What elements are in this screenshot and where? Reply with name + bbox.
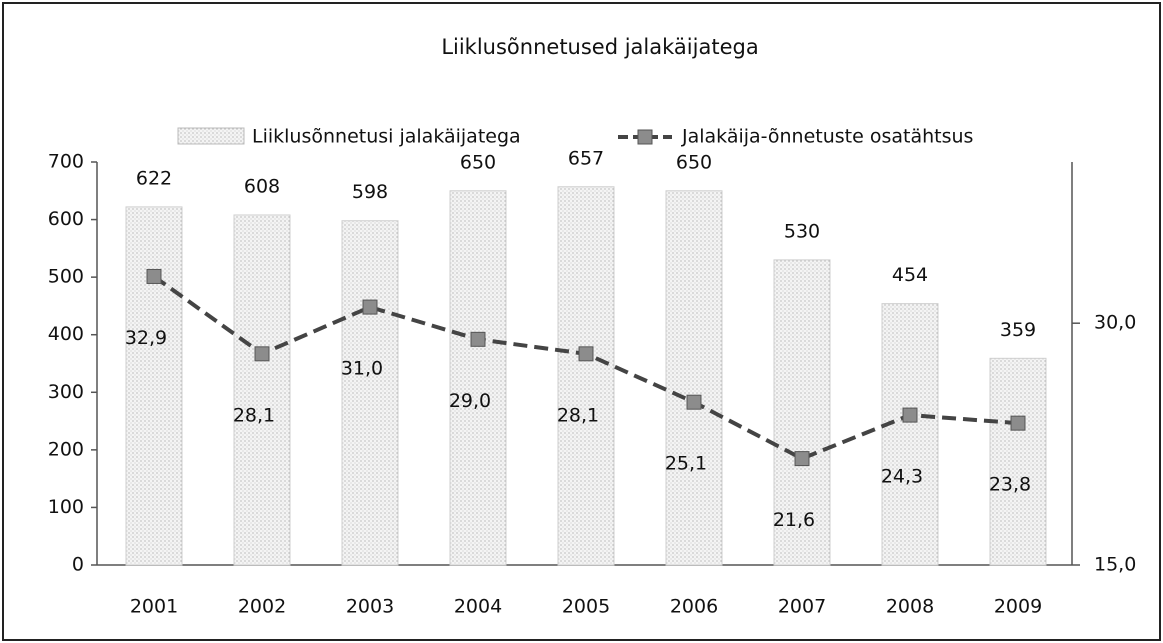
- bar-value-label: 454: [892, 264, 928, 286]
- bar-value-label: 657: [568, 147, 604, 169]
- line-value-label: 32,9: [125, 327, 167, 349]
- bar: [449, 190, 507, 566]
- line-marker: [362, 299, 378, 315]
- y-tick-label: 300: [48, 381, 84, 403]
- legend-label: Liiklusõnnetusi jalakäijatega: [252, 126, 521, 148]
- bar: [125, 206, 183, 566]
- bar-value-label: 530: [784, 220, 820, 242]
- line-marker: [902, 407, 918, 423]
- y-tick-label: 0: [72, 554, 84, 576]
- x-tick-label: 2005: [562, 596, 610, 618]
- y-tick-label: 700: [48, 151, 84, 173]
- bar-value-label: 608: [244, 175, 280, 197]
- line-value-label: 28,1: [233, 404, 275, 426]
- bar: [341, 220, 399, 566]
- y2-tick-label: 15,0: [1094, 554, 1136, 576]
- y2-tick-label: 30,0: [1094, 312, 1136, 334]
- line-marker: [794, 451, 810, 467]
- x-tick-label: 2002: [238, 596, 286, 618]
- legend-swatch: [177, 127, 245, 145]
- x-tick-label: 2007: [778, 596, 826, 618]
- line-marker: [686, 394, 702, 410]
- x-tick-label: 2006: [670, 596, 718, 618]
- y-tick-label: 500: [48, 266, 84, 288]
- bar: [665, 190, 723, 566]
- y-tick-label: 600: [48, 208, 84, 230]
- line-marker: [146, 268, 162, 284]
- y-tick-label: 200: [48, 438, 84, 460]
- y-tick-label: 400: [48, 323, 84, 345]
- line-marker: [1010, 415, 1026, 431]
- line-marker: [578, 346, 594, 362]
- line-marker: [470, 331, 486, 347]
- bar-value-label: 622: [136, 167, 172, 189]
- line-value-label: 24,3: [881, 466, 923, 488]
- x-tick-label: 2001: [130, 596, 178, 618]
- legend-marker: [637, 129, 653, 145]
- bar: [989, 357, 1047, 566]
- line-value-label: 31,0: [341, 358, 383, 380]
- line-value-label: 29,0: [449, 390, 491, 412]
- bar: [881, 303, 939, 566]
- y-tick-label: 100: [48, 496, 84, 518]
- bar: [233, 214, 291, 566]
- bar-value-label: 650: [460, 151, 496, 173]
- line-value-label: 21,6: [773, 509, 815, 531]
- x-tick-label: 2009: [994, 596, 1042, 618]
- line-value-label: 28,1: [557, 404, 599, 426]
- line-marker: [254, 346, 270, 362]
- x-tick-label: 2008: [886, 596, 934, 618]
- x-tick-label: 2003: [346, 596, 394, 618]
- line-value-label: 23,8: [989, 474, 1031, 496]
- bar-value-label: 359: [1000, 319, 1036, 341]
- chart-title: Liiklusõnnetused jalakäijatega: [441, 35, 758, 59]
- bar-value-label: 650: [676, 151, 712, 173]
- line-value-label: 25,1: [665, 453, 707, 475]
- x-tick-label: 2004: [454, 596, 502, 618]
- legend-label: Jalakäija-õnnetuste osatähtsus: [681, 126, 973, 148]
- bar-value-label: 598: [352, 181, 388, 203]
- bar: [773, 259, 831, 566]
- bar: [557, 186, 615, 566]
